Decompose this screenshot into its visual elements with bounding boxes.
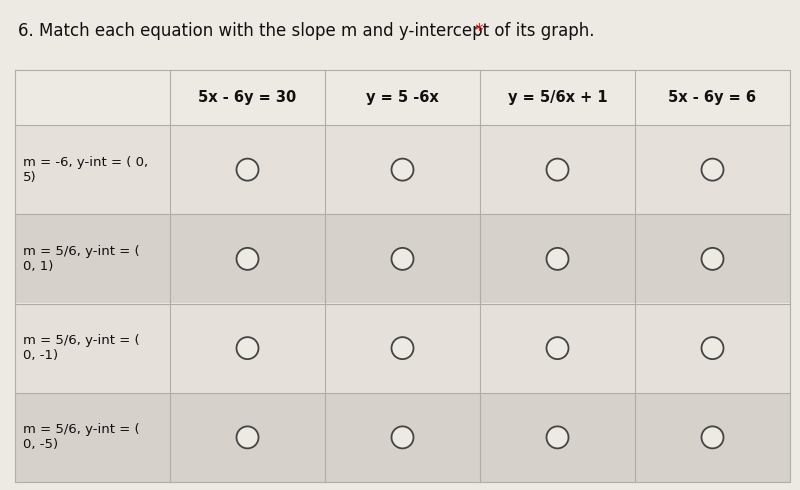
Ellipse shape bbox=[546, 248, 569, 270]
Ellipse shape bbox=[391, 159, 414, 181]
Ellipse shape bbox=[391, 248, 414, 270]
Ellipse shape bbox=[702, 337, 723, 359]
Text: m = 5/6, y-int = (
0, 1): m = 5/6, y-int = ( 0, 1) bbox=[23, 245, 140, 273]
Text: m = -6, y-int = ( 0,
5): m = -6, y-int = ( 0, 5) bbox=[23, 156, 148, 184]
Bar bbox=[15, 303, 790, 393]
Ellipse shape bbox=[546, 337, 569, 359]
Text: m = 5/6, y-int = (
0, -1): m = 5/6, y-int = ( 0, -1) bbox=[23, 334, 140, 362]
Text: *: * bbox=[470, 22, 483, 40]
Ellipse shape bbox=[702, 159, 723, 181]
Text: y = 5 -6x: y = 5 -6x bbox=[366, 90, 439, 105]
Ellipse shape bbox=[237, 337, 258, 359]
Bar bbox=[15, 125, 790, 214]
Ellipse shape bbox=[702, 248, 723, 270]
Ellipse shape bbox=[546, 426, 569, 448]
Bar bbox=[15, 214, 790, 303]
Ellipse shape bbox=[237, 159, 258, 181]
Ellipse shape bbox=[391, 426, 414, 448]
Text: m = 5/6, y-int = (
0, -5): m = 5/6, y-int = ( 0, -5) bbox=[23, 423, 140, 451]
Ellipse shape bbox=[237, 426, 258, 448]
Ellipse shape bbox=[391, 337, 414, 359]
Bar bbox=[15, 70, 790, 125]
Text: 6. Match each equation with the slope m and y-intercept of its graph.: 6. Match each equation with the slope m … bbox=[18, 22, 594, 40]
Text: 5x - 6y = 6: 5x - 6y = 6 bbox=[669, 90, 757, 105]
Text: y = 5/6x + 1: y = 5/6x + 1 bbox=[508, 90, 607, 105]
Text: 5x - 6y = 30: 5x - 6y = 30 bbox=[198, 90, 297, 105]
Ellipse shape bbox=[702, 426, 723, 448]
Ellipse shape bbox=[546, 159, 569, 181]
Bar bbox=[15, 393, 790, 482]
Ellipse shape bbox=[237, 248, 258, 270]
